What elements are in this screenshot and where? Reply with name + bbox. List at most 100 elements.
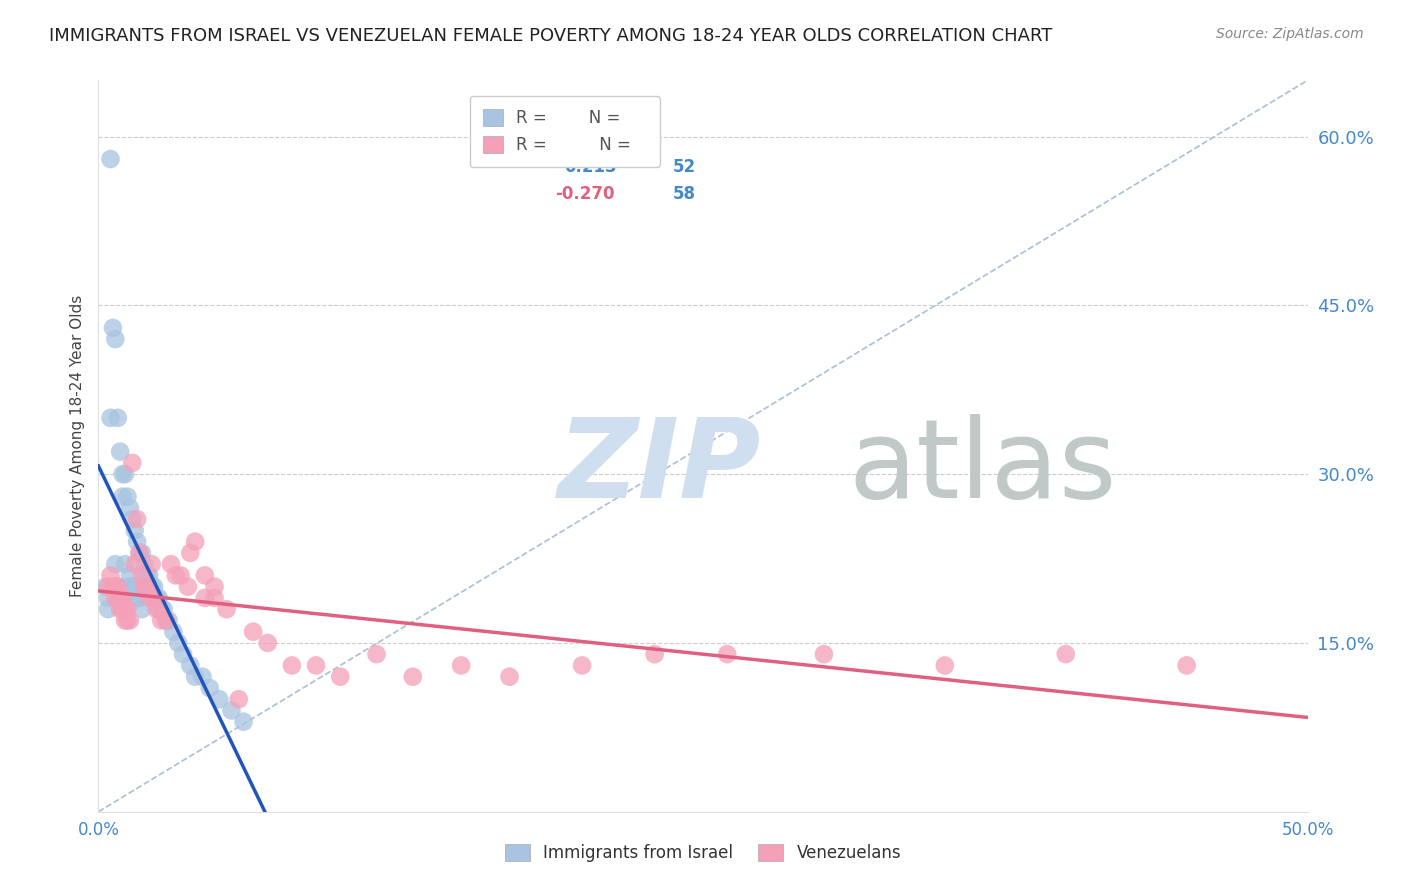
Point	[124, 580, 146, 594]
Point	[138, 568, 160, 582]
Point	[198, 681, 221, 695]
Point	[134, 557, 156, 571]
Point	[155, 614, 177, 628]
Point	[100, 152, 122, 166]
Point	[114, 467, 136, 482]
Point	[498, 670, 520, 684]
Point	[402, 670, 425, 684]
Point	[194, 568, 217, 582]
Point	[111, 490, 134, 504]
Point	[148, 591, 170, 605]
Point	[813, 647, 835, 661]
Point	[124, 557, 146, 571]
Point	[934, 658, 956, 673]
Text: -0.270: -0.270	[555, 185, 614, 202]
Point	[162, 624, 184, 639]
Point	[131, 546, 153, 560]
Point	[141, 580, 163, 594]
Text: 58: 58	[672, 185, 696, 202]
Point	[124, 524, 146, 538]
Point	[108, 602, 131, 616]
Point	[1175, 658, 1198, 673]
Point	[329, 670, 352, 684]
Point	[208, 692, 231, 706]
Point	[256, 636, 278, 650]
Point	[97, 580, 120, 594]
Point	[143, 591, 166, 605]
Point	[232, 714, 254, 729]
Point	[184, 534, 207, 549]
Point	[104, 580, 127, 594]
Point	[117, 490, 139, 504]
Point	[118, 614, 141, 628]
Point	[117, 614, 139, 628]
Point	[1054, 647, 1077, 661]
Point	[716, 647, 738, 661]
Point	[155, 614, 177, 628]
Point	[221, 703, 243, 717]
Point	[104, 557, 127, 571]
Point	[169, 568, 191, 582]
Point	[97, 591, 120, 605]
Point	[108, 591, 131, 605]
Point	[100, 568, 122, 582]
Point	[97, 602, 120, 616]
Point	[108, 591, 131, 605]
Point	[172, 647, 194, 661]
Point	[366, 647, 388, 661]
Text: 0.213: 0.213	[564, 158, 617, 176]
Point	[114, 557, 136, 571]
Point	[107, 580, 129, 594]
Point	[131, 568, 153, 582]
Legend: R =        N =   , R =          N =   : R = N = , R = N =	[470, 96, 661, 168]
Text: Source: ZipAtlas.com: Source: ZipAtlas.com	[1216, 27, 1364, 41]
Point	[145, 591, 167, 605]
Point	[107, 410, 129, 425]
Point	[135, 568, 157, 582]
Point	[141, 557, 163, 571]
Point	[150, 602, 173, 616]
Point	[111, 467, 134, 482]
Legend: Immigrants from Israel, Venezuelans: Immigrants from Israel, Venezuelans	[496, 836, 910, 871]
Point	[571, 658, 593, 673]
Point	[152, 602, 174, 616]
Point	[121, 512, 143, 526]
Point	[128, 591, 150, 605]
Point	[127, 591, 149, 605]
Point	[107, 591, 129, 605]
Y-axis label: Female Poverty Among 18-24 Year Olds: Female Poverty Among 18-24 Year Olds	[69, 295, 84, 597]
Point	[194, 591, 217, 605]
Point	[111, 591, 134, 605]
Point	[114, 602, 136, 616]
Point	[167, 636, 190, 650]
Point	[104, 591, 127, 605]
Text: ZIP: ZIP	[558, 415, 762, 522]
Point	[131, 602, 153, 616]
Point	[165, 568, 187, 582]
Point	[118, 500, 141, 515]
Point	[111, 602, 134, 616]
Point	[127, 512, 149, 526]
Point	[100, 410, 122, 425]
Point	[101, 580, 124, 594]
Point	[179, 546, 201, 560]
Point	[148, 602, 170, 616]
Point	[94, 580, 117, 594]
Point	[184, 670, 207, 684]
Point	[134, 580, 156, 594]
Point	[114, 614, 136, 628]
Point	[143, 580, 166, 594]
Text: 52: 52	[672, 158, 696, 176]
Point	[117, 602, 139, 616]
Point	[128, 546, 150, 560]
Point	[117, 580, 139, 594]
Point	[242, 624, 264, 639]
Point	[145, 602, 167, 616]
Point	[281, 658, 304, 673]
Point	[127, 534, 149, 549]
Point	[108, 444, 131, 458]
Point	[121, 456, 143, 470]
Point	[128, 546, 150, 560]
Point	[118, 568, 141, 582]
Point	[204, 580, 226, 594]
